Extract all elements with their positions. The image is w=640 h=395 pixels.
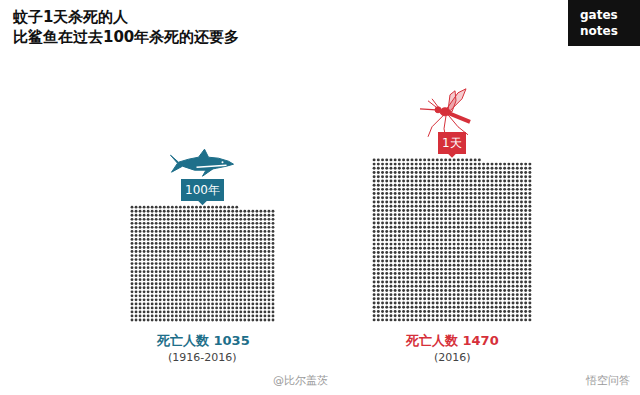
svg-text:@比尔盖茨: @比尔盖茨 — [273, 374, 328, 387]
svg-text:悟空问答: 悟空问答 — [585, 374, 630, 387]
svg-text:死亡人数 1035: 死亡人数 1035 — [156, 333, 250, 348]
svg-text:gatesnotes: gatesnotes — [580, 8, 618, 38]
svg-text:1天: 1天 — [442, 136, 462, 150]
svg-text:100年: 100年 — [185, 183, 220, 197]
svg-text:蚊子1天杀死的人比鲨鱼在过去100年杀死的还要多: 蚊子1天杀死的人比鲨鱼在过去100年杀死的还要多 — [12, 8, 239, 46]
svg-text:(2016): (2016) — [434, 351, 471, 364]
svg-text:死亡人数 1470: 死亡人数 1470 — [405, 333, 499, 348]
svg-text:(1916-2016): (1916-2016) — [168, 351, 237, 364]
